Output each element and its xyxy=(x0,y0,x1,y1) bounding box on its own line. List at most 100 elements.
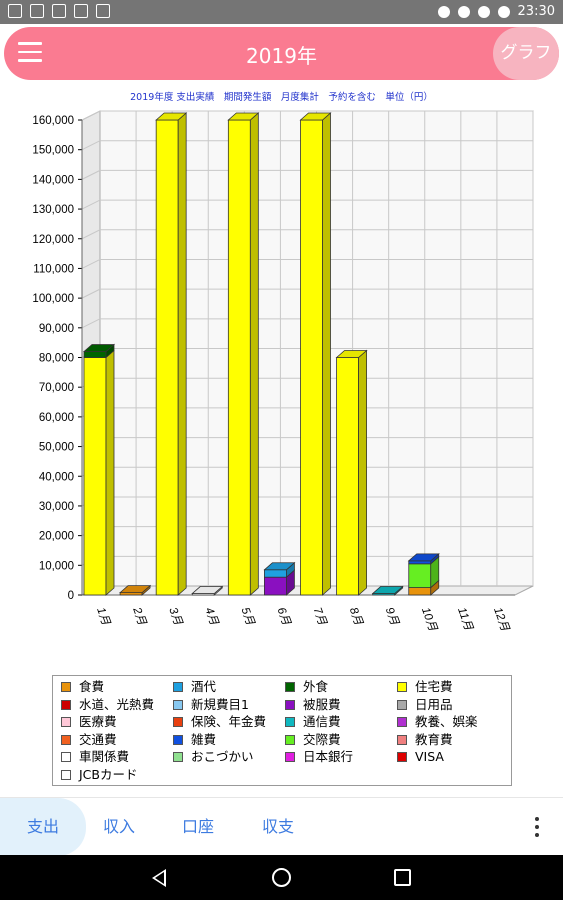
y-tick-label: 30,000 xyxy=(39,501,74,513)
grid-line-diagonal xyxy=(81,318,101,329)
x-tick-label: 4月 xyxy=(202,606,221,628)
y-tick-label: 100,000 xyxy=(32,293,74,305)
bar-top xyxy=(119,585,152,594)
tab-balance[interactable]: 収支 xyxy=(261,817,294,836)
legend-swatch xyxy=(285,717,295,727)
legend-swatch xyxy=(285,682,295,692)
x-tick-label: 9月 xyxy=(383,606,402,628)
x-tick-label: 12月 xyxy=(491,606,512,634)
wifi-icon xyxy=(477,5,490,18)
y-tick-label: 90,000 xyxy=(39,323,74,335)
legend-item: JCBカード xyxy=(61,766,138,783)
legend-swatch xyxy=(285,699,295,710)
legend-swatch xyxy=(397,734,407,745)
legend-item: 日用品 xyxy=(397,696,453,713)
legend-item: 医療費 xyxy=(61,713,117,730)
bar-top xyxy=(227,112,260,121)
more-options-icon[interactable] xyxy=(535,817,541,839)
tab-expense[interactable]: 支出 xyxy=(0,798,86,856)
y-tick-label: 40,000 xyxy=(39,471,74,483)
legend-swatch xyxy=(173,717,183,727)
x-tick-label: 5月 xyxy=(239,606,258,628)
dnd-icon xyxy=(457,5,470,18)
grid-line-diagonal xyxy=(81,169,101,180)
chart-legend: 食費 酒代 外食 住宅費 水道、光熱費 新規費目1 被服費 日用品 医療費 保険、年金費 通信費 教養… xyxy=(52,675,512,786)
legend-label: 通信費 xyxy=(303,714,341,729)
y-tick-label: 140,000 xyxy=(32,174,74,186)
bluetooth-icon xyxy=(437,5,450,18)
bar-top xyxy=(82,344,116,352)
bar-segment xyxy=(408,587,432,596)
bottom-tab-bar: 支出 収入 口座 収支 xyxy=(0,797,563,856)
legend-label: VISA xyxy=(415,749,444,764)
bar-side xyxy=(105,349,115,596)
legend-item: 通信費 xyxy=(285,713,341,730)
tab-account[interactable]: 口座 xyxy=(181,817,214,836)
home-icon[interactable] xyxy=(272,868,291,887)
y-tick-label: 160,000 xyxy=(32,115,74,127)
page-title: 2019年 xyxy=(246,44,317,68)
legend-swatch xyxy=(173,752,183,762)
recent-apps-icon[interactable] xyxy=(394,869,411,886)
bar-side xyxy=(177,112,187,596)
legend-label: 外食 xyxy=(303,679,329,694)
y-tick-label: 150,000 xyxy=(32,145,74,157)
y-tick-label: 50,000 xyxy=(39,442,74,454)
bar-side xyxy=(358,349,367,596)
x-tick-label: 2月 xyxy=(130,605,149,628)
legend-item: おこづかい xyxy=(173,748,254,765)
grid-line-diagonal xyxy=(81,258,101,269)
grid-line-diagonal xyxy=(81,229,101,240)
legend-label: 日用品 xyxy=(415,696,453,712)
legend-item: 食費 xyxy=(61,678,104,695)
briefcase-icon xyxy=(74,4,88,18)
x-tick-label: 3月 xyxy=(166,606,185,628)
android-icon xyxy=(30,4,44,18)
legend-label: 被服費 xyxy=(303,696,341,712)
legend-item: 保険、年金費 xyxy=(173,713,266,730)
legend-label: おこづかい xyxy=(191,749,254,764)
chart-area: 2019年度 支出実績 期間発生額 月度集計 予約を含む 単位（円） 0 10,0… xyxy=(0,85,563,795)
y-tick-label: 60,000 xyxy=(39,412,74,424)
legend-label: 食費 xyxy=(79,679,105,694)
bar-segment xyxy=(336,357,359,596)
bar-segment xyxy=(83,351,107,358)
x-tick-label: 7月 xyxy=(311,606,330,628)
bar-top xyxy=(191,586,224,594)
battery-icon xyxy=(497,5,510,18)
legend-label: 水道、光熱費 xyxy=(79,696,155,712)
legend-item: 日本銀行 xyxy=(285,748,353,765)
status-bar: 23:30 xyxy=(0,0,563,24)
legend-swatch xyxy=(61,682,71,692)
bar-top xyxy=(335,350,368,358)
graph-button[interactable]: グラフ xyxy=(493,27,559,80)
legend-label: JCBカード xyxy=(79,766,138,782)
y-tick-label: 0 xyxy=(68,590,74,602)
legend-label: 酒代 xyxy=(191,679,217,694)
bar-segment xyxy=(227,119,251,596)
hamburger-menu-icon[interactable] xyxy=(18,42,42,64)
bar-top xyxy=(299,112,332,121)
bar-side xyxy=(322,112,331,596)
legend-item: 水道、光熱費 xyxy=(61,696,154,713)
bar-segment xyxy=(300,119,323,596)
grid-line-diagonal xyxy=(81,110,101,121)
legend-item: 教育費 xyxy=(397,731,453,748)
bar-top xyxy=(155,112,188,121)
bar-side xyxy=(249,112,259,596)
legend-item: 車関係費 xyxy=(61,748,129,765)
legend-swatch xyxy=(61,717,71,727)
app-icon xyxy=(96,4,110,18)
bar-segment xyxy=(264,576,287,596)
legend-swatch xyxy=(397,699,407,710)
legend-label: 新規費目1 xyxy=(191,696,249,712)
legend-label: 医療費 xyxy=(79,714,117,729)
back-icon[interactable] xyxy=(152,869,166,887)
app-bar: 2019年 グラフ xyxy=(4,27,559,80)
legend-item: 外食 xyxy=(285,678,328,695)
x-tick-label: 10月 xyxy=(419,606,440,634)
legend-item: 酒代 xyxy=(173,678,216,695)
legend-swatch xyxy=(173,682,183,692)
tab-income[interactable]: 収入 xyxy=(102,817,135,836)
legend-item: 交際費 xyxy=(285,731,341,748)
